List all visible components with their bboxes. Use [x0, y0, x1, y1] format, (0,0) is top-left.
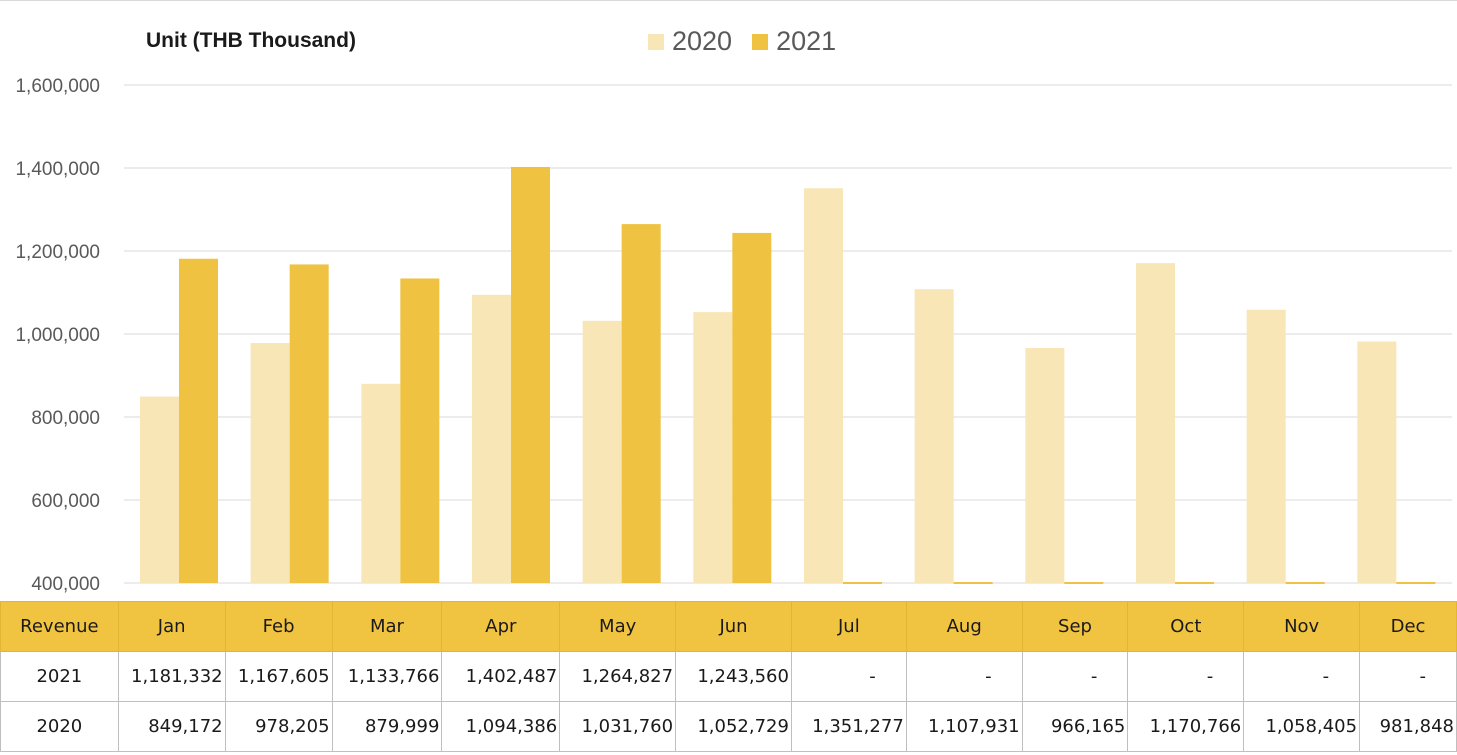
bar-2020: [693, 312, 733, 583]
unit-label: Unit (THB Thousand): [146, 29, 356, 52]
row-label: 2021: [0, 651, 119, 702]
revenue-table: Revenue Jan Feb Mar Apr May Jun Jul Aug …: [0, 601, 1457, 752]
table-cell: 1,351,277: [790, 701, 907, 752]
y-tick-label: 1,000,000: [15, 325, 100, 346]
table-cell: -: [1359, 651, 1457, 702]
table-header-month: Jun: [675, 601, 792, 652]
table-cell: 1,133,766: [331, 651, 443, 702]
table-cell: 1,107,931: [905, 701, 1023, 752]
table-cell: 1,094,386: [441, 701, 561, 752]
bar-2021: [400, 278, 440, 583]
table-cell: 1,031,760: [559, 701, 677, 752]
y-tick-label: 1,200,000: [15, 242, 100, 263]
legend-label-2021: 2021: [776, 26, 837, 56]
table-header-month: Sep: [1021, 601, 1129, 652]
table-header-month: May: [559, 601, 677, 652]
table-header-month: Feb: [224, 601, 333, 652]
y-tick-label: 400,000: [31, 574, 100, 595]
revenue-chart: Unit (THB Thousand) 2020 2021 400,000 600…: [0, 0, 1457, 595]
table-cell: 1,170,766: [1127, 701, 1245, 752]
table-cell: 879,999: [331, 701, 443, 752]
bar-2021: [732, 232, 772, 583]
bar-2021: [289, 264, 329, 583]
table-header-revenue: Revenue: [0, 601, 119, 652]
y-tick-label: 1,600,000: [15, 76, 100, 97]
table-cell: 1,058,405: [1243, 701, 1361, 752]
chart-plot: 400,000 600,000 800,000 1,000,000 1,200,000 1…: [15, 76, 1452, 595]
legend-label-2020: 2020: [672, 26, 733, 56]
table-header-month: Nov: [1243, 601, 1361, 652]
table-cell: 978,205: [224, 701, 333, 752]
bar-2021: [179, 258, 218, 583]
table-cell: 966,165: [1021, 701, 1129, 752]
table-row-2020: 2020 849,172 978,205 879,999 1,094,386 1…: [0, 701, 1457, 752]
y-tick-label: 600,000: [31, 491, 100, 512]
table-cell: -: [1243, 651, 1361, 702]
row-label: 2020: [0, 701, 119, 752]
table-cell: 981,848: [1359, 701, 1457, 752]
table-cell: 849,172: [117, 701, 226, 752]
table-cell: -: [905, 651, 1023, 702]
bar-2020: [250, 343, 290, 583]
table-cell: -: [1127, 651, 1245, 702]
table-header-month: Jan: [117, 601, 226, 652]
bar-2020: [1246, 309, 1286, 583]
table-header-month: Jul: [790, 601, 907, 652]
legend-item-2021: 2021: [752, 26, 836, 57]
table-cell: 1,167,605: [224, 651, 333, 702]
bar-2020: [582, 320, 622, 583]
bar-2020: [1357, 341, 1397, 583]
table-cell: 1,181,332: [117, 651, 226, 702]
table-cell: 1,243,560: [675, 651, 792, 702]
table-header-month: Mar: [331, 601, 443, 652]
bar-2020: [804, 188, 843, 584]
bar-2020: [140, 396, 179, 583]
table-header-row: Revenue Jan Feb Mar Apr May Jun Jul Aug …: [0, 601, 1457, 652]
y-tick-label: 1,400,000: [15, 159, 100, 180]
bar-2021: [511, 166, 550, 583]
bar-2020: [361, 383, 401, 583]
table-cell: 1,264,827: [559, 651, 677, 702]
legend-item-2020: 2020: [648, 26, 732, 57]
bar-2020: [914, 289, 954, 583]
table-cell: -: [790, 651, 907, 702]
legend-swatch-2020: [648, 33, 664, 50]
table-cell: 1,402,487: [441, 651, 561, 702]
table-row-2021: 2021 1,181,332 1,167,605 1,133,766 1,402…: [0, 651, 1457, 702]
bar-2021: [621, 224, 661, 583]
legend-swatch-2021: [752, 33, 769, 50]
chart-legend: 2020 2021: [648, 26, 856, 57]
bar-2020: [1025, 348, 1065, 583]
table-header-month: Apr: [441, 601, 561, 652]
table-cell: -: [1021, 651, 1129, 702]
bar-2020: [472, 294, 511, 583]
bar-2020: [1136, 263, 1175, 583]
table-header-month: Aug: [905, 601, 1023, 652]
top-border: [0, 0, 1457, 1]
table-header-month: Oct: [1127, 601, 1245, 652]
table-header-month: Dec: [1359, 601, 1457, 652]
y-tick-label: 800,000: [31, 408, 100, 429]
table-cell: 1,052,729: [675, 701, 792, 752]
